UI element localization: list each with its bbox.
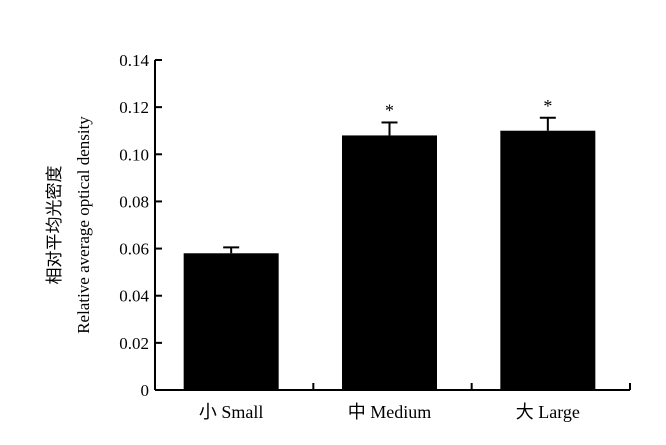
bars [183, 116, 596, 390]
y-tick-label-5: 0.10 [119, 145, 149, 164]
y-tick-label-4: 0.08 [119, 192, 149, 211]
y-tick-label-1: 0.02 [119, 334, 149, 353]
y-tick-label-6: 0.12 [119, 98, 149, 117]
x-tick-label-0: 小 Small [199, 402, 264, 422]
bar-1 [342, 135, 437, 390]
y-axis-title: 相对平均光密度 Relative average optical density [45, 116, 93, 334]
y-tick-label-2: 0.04 [119, 287, 149, 306]
y-axis-title-cn: 相对平均光密度 [45, 166, 64, 285]
labels: 0 0.02 0.04 0.06 0.08 0.10 0.12 0.14 小 Small * 中 M… [119, 51, 580, 422]
bar-2 [500, 130, 596, 390]
x-tick-label-1: 中 Medium [348, 402, 432, 422]
y-tick-label-7: 0.14 [119, 51, 149, 70]
y-tick-label-3: 0.06 [119, 240, 149, 259]
significance-mark-2: * [543, 96, 552, 116]
y-axis-title-en: Relative average optical density [74, 116, 93, 334]
y-tick-label-0: 0 [141, 381, 150, 400]
significance-mark-1: * [385, 100, 394, 120]
x-tick-label-2: 大 Large [516, 402, 580, 422]
bar-0 [183, 253, 279, 390]
